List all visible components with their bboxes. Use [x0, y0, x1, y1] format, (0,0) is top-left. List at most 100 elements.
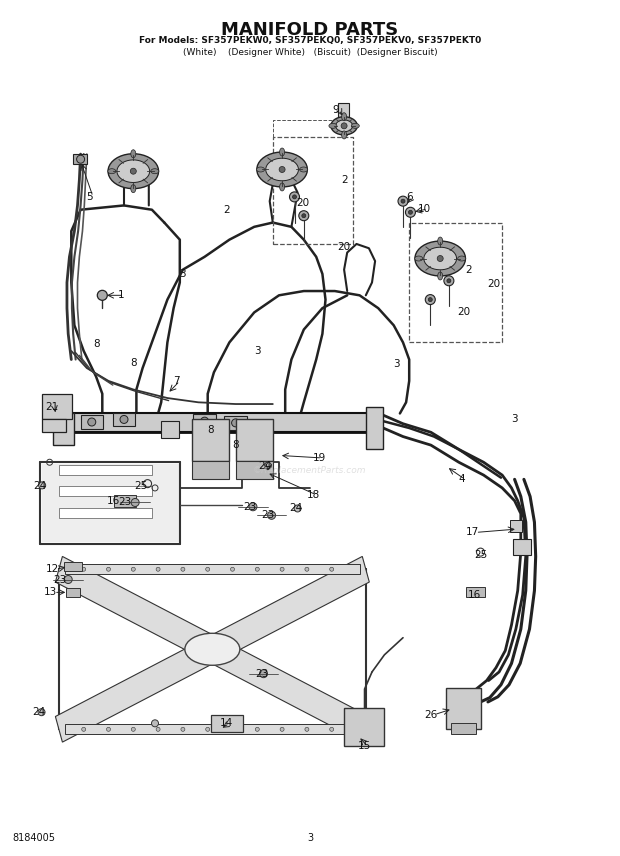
Bar	[42, 464, 179, 542]
Bar	[114, 495, 136, 507]
Text: 16: 16	[467, 590, 481, 600]
Text: 24: 24	[289, 503, 303, 514]
Ellipse shape	[131, 185, 136, 193]
Bar	[81, 415, 103, 429]
Polygon shape	[55, 556, 216, 662]
Circle shape	[425, 294, 435, 305]
Circle shape	[88, 418, 95, 426]
Circle shape	[130, 168, 136, 175]
Circle shape	[290, 192, 299, 202]
Circle shape	[249, 502, 257, 511]
Bar	[71, 413, 369, 432]
Circle shape	[206, 568, 210, 571]
Ellipse shape	[438, 272, 443, 280]
Circle shape	[255, 728, 259, 731]
Circle shape	[330, 568, 334, 571]
Text: 6: 6	[406, 192, 412, 202]
Text: 23: 23	[255, 669, 268, 679]
Text: 14: 14	[219, 718, 233, 728]
Circle shape	[302, 214, 306, 217]
Text: 24: 24	[32, 707, 46, 717]
Text: 18: 18	[306, 490, 320, 500]
Circle shape	[156, 728, 160, 731]
Bar	[446, 688, 480, 729]
Polygon shape	[424, 247, 456, 270]
Text: 23: 23	[53, 575, 67, 586]
Circle shape	[305, 728, 309, 731]
Text: 25: 25	[474, 550, 487, 560]
Ellipse shape	[185, 633, 240, 665]
Text: 3: 3	[394, 359, 400, 369]
Polygon shape	[209, 556, 370, 662]
Text: 20: 20	[337, 241, 351, 252]
Bar	[65, 564, 360, 574]
Ellipse shape	[458, 256, 466, 261]
Polygon shape	[257, 152, 308, 187]
Bar	[466, 587, 485, 597]
Polygon shape	[108, 154, 159, 188]
Polygon shape	[117, 160, 149, 182]
Text: 2: 2	[341, 175, 347, 185]
Circle shape	[447, 279, 451, 282]
Text: 2: 2	[223, 205, 229, 215]
Text: 3: 3	[180, 269, 186, 279]
Text: ©ReplacementParts.com: ©ReplacementParts.com	[253, 467, 367, 475]
Ellipse shape	[415, 256, 423, 261]
Polygon shape	[335, 120, 353, 132]
Polygon shape	[209, 637, 370, 742]
Circle shape	[206, 728, 210, 731]
Bar	[224, 416, 247, 430]
Ellipse shape	[438, 237, 443, 245]
Bar	[192, 461, 229, 479]
Ellipse shape	[131, 150, 136, 158]
Bar	[451, 723, 476, 734]
Text: 25: 25	[135, 481, 148, 491]
Bar	[59, 486, 152, 496]
Ellipse shape	[280, 183, 285, 191]
Circle shape	[181, 728, 185, 731]
Bar	[236, 461, 273, 479]
Bar	[236, 419, 273, 461]
Text: 19: 19	[312, 453, 326, 463]
Text: 8: 8	[208, 425, 214, 435]
Circle shape	[120, 415, 128, 424]
Bar	[66, 588, 80, 597]
Circle shape	[401, 199, 405, 203]
Ellipse shape	[257, 167, 265, 172]
Text: 23: 23	[118, 497, 132, 508]
Ellipse shape	[151, 169, 159, 174]
Text: 13: 13	[44, 587, 58, 597]
Circle shape	[107, 728, 110, 731]
Text: 2: 2	[465, 265, 471, 275]
Circle shape	[156, 568, 160, 571]
Text: 3: 3	[254, 346, 260, 356]
Text: 7: 7	[174, 376, 180, 386]
Circle shape	[330, 728, 334, 731]
Bar	[64, 562, 82, 571]
Ellipse shape	[329, 123, 337, 128]
Circle shape	[107, 568, 110, 571]
Polygon shape	[266, 158, 298, 181]
Circle shape	[97, 290, 107, 300]
Circle shape	[232, 419, 239, 427]
Circle shape	[264, 462, 272, 469]
Bar	[192, 419, 229, 461]
Circle shape	[294, 505, 301, 512]
Circle shape	[64, 575, 72, 584]
Text: 8: 8	[232, 440, 239, 450]
Text: 4: 4	[459, 474, 465, 484]
Ellipse shape	[342, 131, 347, 139]
Text: 9: 9	[333, 104, 339, 115]
Circle shape	[82, 728, 86, 731]
Text: 26: 26	[424, 710, 438, 720]
Polygon shape	[331, 116, 357, 135]
Bar	[42, 419, 66, 432]
Circle shape	[201, 417, 208, 425]
Circle shape	[437, 255, 443, 262]
Circle shape	[268, 511, 275, 520]
Circle shape	[260, 669, 267, 678]
Circle shape	[38, 482, 46, 489]
Bar	[211, 715, 243, 732]
Text: 23: 23	[261, 510, 275, 520]
Polygon shape	[415, 241, 466, 276]
